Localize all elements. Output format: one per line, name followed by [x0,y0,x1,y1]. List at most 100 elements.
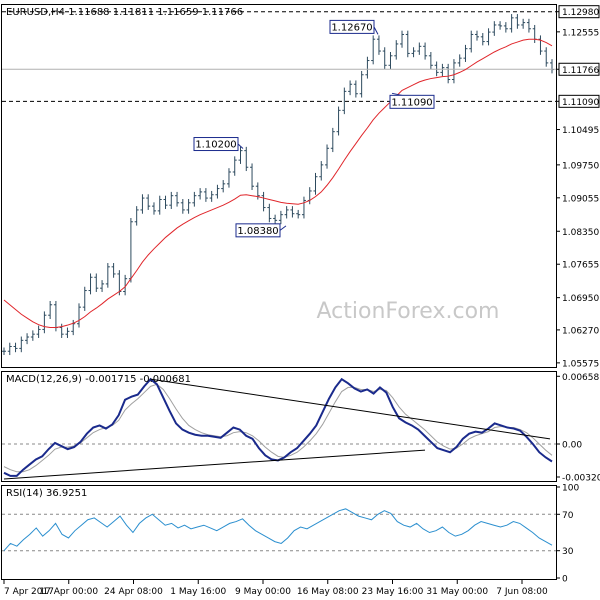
price-bar [2,347,6,356]
price-bar [134,206,139,226]
price-bar [296,209,301,219]
price-tick-label: 1.12555 [562,28,599,38]
price-bar [180,199,185,214]
macd-signal-line [3,383,553,473]
price-annotation: 1.12670 [329,19,379,35]
price-bar [330,127,335,153]
price-bar [146,194,151,210]
time-tick-label: 9 May 00:00 [235,587,291,597]
macd-axis: 0.006581 0.00 -0.003208 [556,373,600,483]
price-bar [76,303,81,328]
price-bar [151,202,156,215]
price-bar [111,263,116,278]
price-bar [348,80,353,96]
price-bar [405,30,410,58]
price-bar [313,172,318,195]
macd-line [3,377,553,477]
price-bar [169,191,174,209]
price-tick-label: 1.06950 [562,294,599,304]
price-bar [105,263,110,288]
price-bar [486,28,491,46]
macd-tick-label: -0.003208 [562,473,600,483]
price-bar [163,195,168,209]
macd-panel-title: MACD(12,26,9) -0.001715 -0.000681 [6,374,191,385]
annotation-label: 1.10200 [195,140,236,151]
price-bar [336,106,341,136]
time-tick-label: 7 Apr 2017 [4,587,54,597]
price-tick-label: 1.06270 [562,326,599,336]
annotation-label: 1.11090 [391,97,432,108]
time-tick-label: 17 Apr 00:00 [39,587,98,597]
price-bar [53,300,58,332]
price-bar [238,146,243,164]
annotation-label: 1.12670 [331,22,372,33]
price-levels [2,11,556,102]
price-bar [42,311,47,334]
price-bar [388,52,393,70]
price-tick-label: 1.11766 [562,66,599,76]
rsi-layer [2,508,556,552]
rsi-panel [1,485,557,580]
price-bar [325,144,330,169]
price-bar [278,210,283,225]
price-bar [376,35,381,55]
price-bar [175,191,180,207]
price-bar [400,30,405,48]
price-axis: 1.12980 1.12555 1.11766 1.11090 1.10495 1.097… [556,5,600,369]
price-tick-label: 1.08350 [562,228,599,238]
price-bar [88,273,93,295]
price-bar [244,146,249,172]
price-tick-label: 1.05575 [562,359,599,369]
price-bar [71,319,76,336]
price-bar [192,191,197,207]
price-bar [319,161,324,181]
price-bar [221,180,226,193]
price-bar [284,206,289,219]
macd-tick-label: 0.00 [562,440,582,450]
price-bar [411,47,416,58]
price-bar [451,59,456,84]
price-bar [428,52,433,70]
price-bar [492,21,497,36]
rsi-tick-label: 100 [562,484,579,494]
price-bar [365,56,370,79]
price-bar [307,187,312,205]
price-bar [544,47,549,67]
price-bar [417,42,422,55]
watermark: ActionForex.com [317,299,500,324]
price-bar [532,24,537,43]
price-bar [232,156,237,176]
price-bar [550,59,554,74]
time-tick-label: 24 Apr 08:00 [104,587,163,597]
price-annotations: 1.12670 1.10200 1.08380 1.11090 [193,19,435,238]
price-tick-label: 1.09055 [562,194,599,204]
price-bar [503,22,508,33]
price-bar [203,188,208,202]
rsi-line [3,508,553,552]
price-bar [526,18,531,33]
price-bar [371,35,376,65]
macd-resistance-trendline [150,378,551,440]
price-bar [13,342,18,353]
price-bar [140,194,145,214]
ma-line-group [3,38,553,329]
macd-layer [2,377,556,480]
price-bar [7,342,12,356]
price-bar [215,184,220,199]
rsi-panel-title: RSI(14) 36.9251 [6,488,87,499]
price-bar [498,21,503,30]
price-bar [446,63,451,84]
time-tick-label: 31 May 00:00 [426,587,488,597]
price-bar [209,190,214,202]
price-bar [100,280,105,292]
price-bar [469,30,474,53]
rsi-tick-label: 0 [562,575,568,585]
price-bar [342,87,347,115]
price-tick-label: 1.10495 [562,126,599,136]
macd-panel [1,371,557,482]
ma-line [3,38,553,329]
price-bar [261,191,266,212]
time-tick-label: 16 May 08:00 [297,587,359,597]
